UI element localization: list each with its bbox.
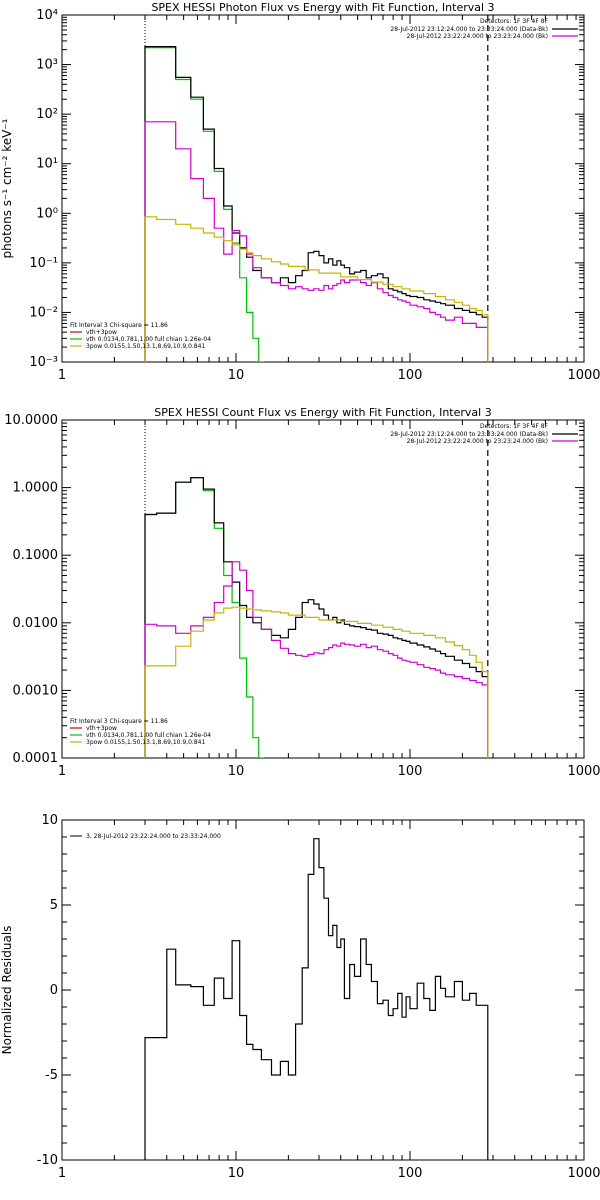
y-axis-label: Normalized Residuals xyxy=(0,926,14,1055)
series-line-1 xyxy=(144,838,489,1160)
y-tick-label: 0.0001 xyxy=(13,751,59,766)
fit-header: Fit Interval 3 Chi-square = 11.86 xyxy=(70,322,168,329)
x-tick-label: 100 xyxy=(398,368,423,383)
y-tick-label: 0.0100 xyxy=(13,616,59,631)
y-tick-label: -10 xyxy=(37,1153,58,1168)
detectors-label: Detectors: 1F 3F 4F 8F xyxy=(480,423,549,430)
x-tick-label: 1 xyxy=(58,368,66,383)
x-tick-label: 100 xyxy=(398,764,423,779)
y-tick-label: 10⁻¹ xyxy=(29,256,58,271)
legend-top-entry: 28-Jul-2012 23:22:24.000 to 23:23:24.000… xyxy=(407,33,548,40)
y-axis-label: photons s⁻¹ cm⁻² keV⁻¹ xyxy=(0,118,14,258)
y-tick-label: 10¹ xyxy=(36,157,58,172)
x-tick-label: 1 xyxy=(58,764,66,779)
y-tick-label: 0 xyxy=(50,983,58,998)
legend-entry: 3, 28-Jul-2012 23:22:24.000 to 23:33:24.… xyxy=(86,833,221,840)
chart-title: SPEX HESSI Photon Flux vs Energy with Fi… xyxy=(151,1,494,14)
panel-3 xyxy=(61,819,585,1161)
y-tick-label: 10³ xyxy=(36,58,58,73)
series-line-4 xyxy=(144,216,489,362)
legend-fit-entry: 3pow 0.0155,1.50,13.1,8.69,10.9,0.841 xyxy=(86,739,205,746)
plot-frame xyxy=(61,419,585,759)
series-group xyxy=(144,838,489,1160)
y-tick-label: 10⁻² xyxy=(29,305,58,320)
y-tick-label: 5 xyxy=(50,898,58,913)
x-tick-label: 10 xyxy=(228,764,245,779)
x-tick-label: 1000 xyxy=(567,368,600,383)
panel-1 xyxy=(61,14,585,363)
y-tick-label: 10⁻³ xyxy=(29,355,58,370)
plot-frame xyxy=(61,14,585,363)
y-tick-label: 10² xyxy=(36,107,58,122)
y-tick-label: 0.1000 xyxy=(13,548,59,563)
x-tick-label: 1000 xyxy=(567,1166,600,1181)
chart-title: SPEX HESSI Count Flux vs Energy with Fit… xyxy=(154,406,491,419)
x-tick-label: 10 xyxy=(228,1166,245,1181)
x-tick-label: 1000 xyxy=(567,764,600,779)
series-line-4 xyxy=(144,606,489,758)
legend-top-entry: 28-Jul-2012 23:12:24.000 to 23:33:24.000… xyxy=(390,26,548,33)
legend-fit-entry: 3pow 0.0155,1.50,13.1,8.69,10.9,0.841 xyxy=(86,343,205,350)
legend-fit-entry: vth 0.0134,0.781,1.00 full chian 1.26e-0… xyxy=(86,336,211,343)
legend-fit-entry: vth+3pow xyxy=(86,329,117,336)
legend-fit-entry: vth+3pow xyxy=(86,725,117,732)
y-tick-label: 10⁰ xyxy=(36,206,58,221)
y-tick-label: 10⁴ xyxy=(36,8,58,23)
series-group xyxy=(144,46,489,362)
x-tick-label: 100 xyxy=(398,1166,423,1181)
fit-header: Fit Interval 3 Chi-square = 11.86 xyxy=(70,718,168,725)
legend-top-entry: 28-Jul-2012 23:12:24.000 to 23:33:24.000… xyxy=(390,431,548,438)
y-tick-label: -5 xyxy=(45,1068,58,1083)
series-line-1 xyxy=(144,47,265,362)
series-line-2 xyxy=(144,477,489,758)
panel-2 xyxy=(61,419,585,759)
series-line-3 xyxy=(144,121,489,362)
plot-frame xyxy=(61,819,585,1161)
legend-fit-entry: vth 0.0134,0.781,1.00 full chian 1.26e-0… xyxy=(86,732,211,739)
x-tick-label: 10 xyxy=(228,368,245,383)
y-tick-label: 1.0000 xyxy=(13,481,59,496)
detectors-label: Detectors: 1F 3F 4F 8F xyxy=(480,18,549,25)
series-line-3 xyxy=(144,561,489,758)
y-tick-label: 0.0010 xyxy=(13,683,59,698)
legend-top-entry: 28-Jul-2012 23:22:24.000 to 23:23:24.000… xyxy=(407,438,548,445)
series-group xyxy=(144,477,489,758)
x-tick-label: 1 xyxy=(58,1166,66,1181)
y-tick-label: 10.0000 xyxy=(4,413,58,428)
y-tick-label: 10 xyxy=(41,813,58,828)
series-line-2 xyxy=(144,46,489,362)
